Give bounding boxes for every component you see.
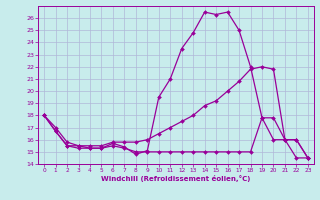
X-axis label: Windchill (Refroidissement éolien,°C): Windchill (Refroidissement éolien,°C) <box>101 175 251 182</box>
